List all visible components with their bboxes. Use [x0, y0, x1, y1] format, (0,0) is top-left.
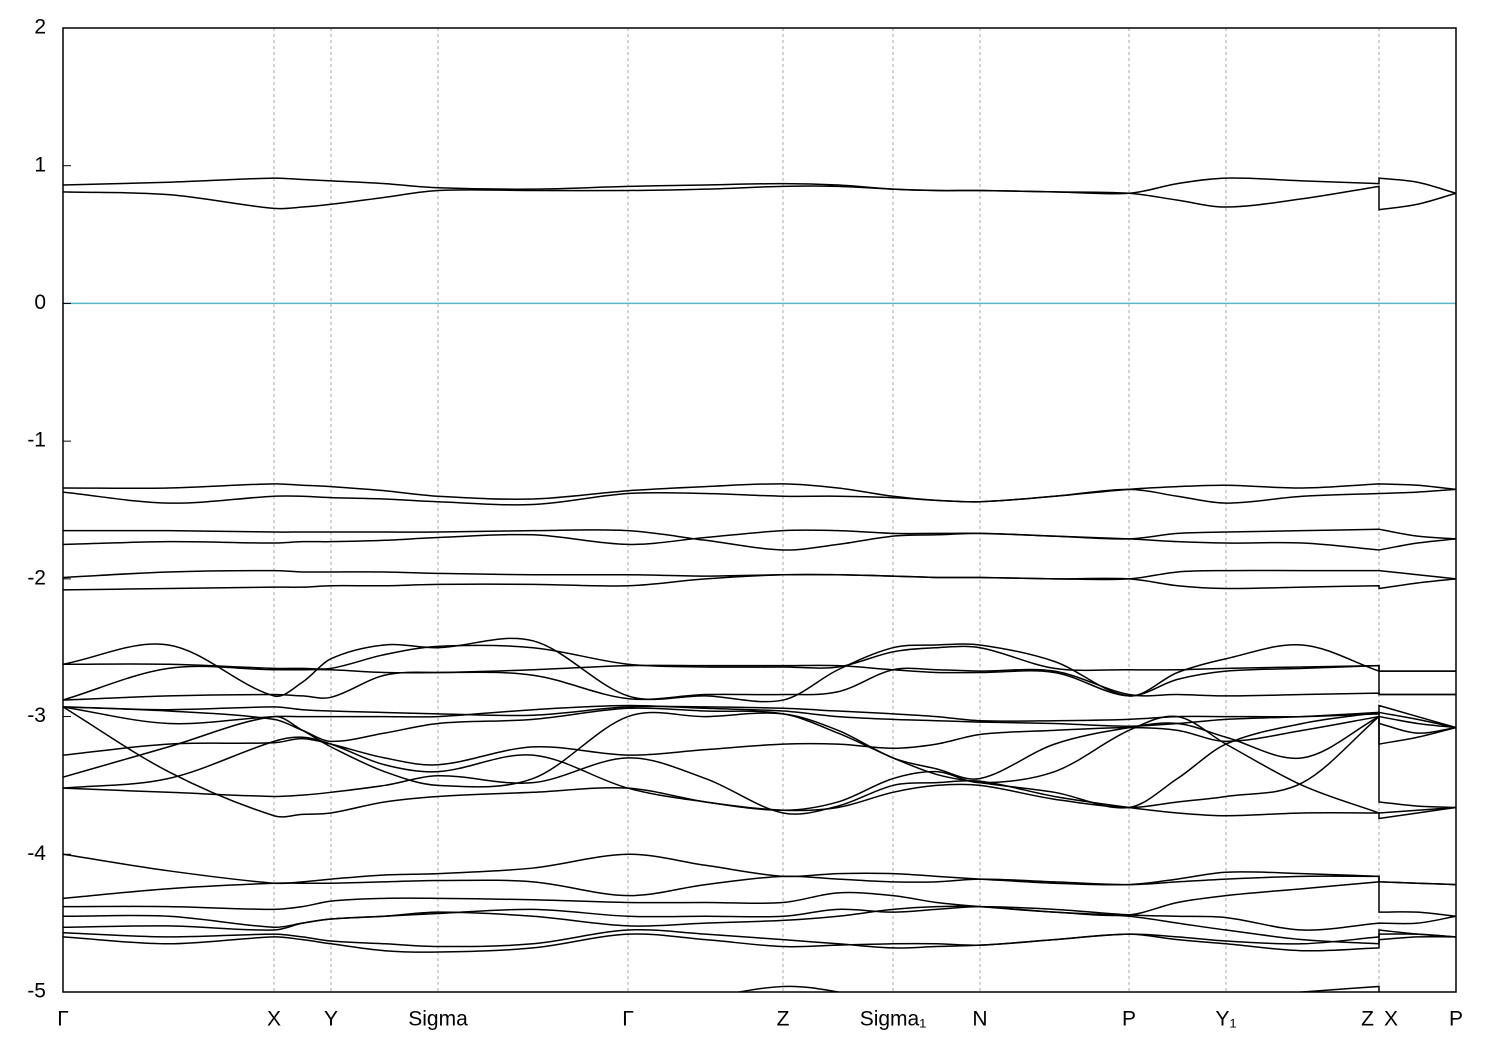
band-line [63, 928, 1456, 949]
band-line [63, 715, 1456, 766]
x-tick-label: Γ [57, 1008, 69, 1031]
x-tick-label: X [1384, 1008, 1398, 1031]
band-line [735, 985, 1380, 992]
x-tick-label: Sigma [408, 1008, 468, 1031]
x-tick-label: Z [777, 1008, 790, 1031]
band-line [63, 644, 1456, 672]
band-line [63, 664, 1456, 701]
y-tick-label: -5 [27, 980, 46, 1003]
band-line [63, 757, 1456, 820]
band-line [63, 185, 1456, 211]
x-tick-label: N [972, 1008, 987, 1031]
band-line [63, 715, 1456, 814]
band-line [63, 706, 1456, 809]
band-line [63, 528, 1456, 551]
band-line [63, 483, 1456, 503]
band-line [63, 529, 1456, 551]
plot-frame [62, 27, 1457, 993]
band-line [63, 667, 1456, 701]
x-tick-label: P [1449, 1008, 1463, 1031]
x-tick-label: Sigma₁ [860, 1008, 927, 1031]
band-line [63, 933, 1456, 953]
band-line [63, 704, 1456, 729]
y-tick-label: -2 [27, 566, 46, 589]
x-tick-label: Y [324, 1008, 338, 1031]
band-line [63, 177, 1456, 195]
band-line [63, 905, 1456, 945]
x-tick-label: X [267, 1008, 281, 1031]
x-tick-label: P [1122, 1008, 1136, 1031]
x-tick-label: Y₁ [1215, 1008, 1236, 1031]
x-tick-label: Z [1361, 1008, 1374, 1031]
band-line [63, 853, 1456, 886]
band-line [63, 881, 1456, 918]
band-line [63, 704, 1456, 729]
y-tick-label: -1 [27, 429, 46, 452]
x-tick-label: Γ [622, 1008, 634, 1031]
y-tick-label: 0 [34, 291, 46, 314]
y-tick-label: -4 [27, 842, 46, 865]
band-line [63, 488, 1456, 506]
band-line [63, 711, 1456, 788]
grid [63, 28, 1456, 992]
band-line [63, 875, 1456, 900]
band-line [63, 573, 1456, 591]
y-tick-label: 2 [34, 16, 46, 39]
y-tick-label: -3 [27, 704, 46, 727]
bands [63, 177, 1456, 992]
band-line [63, 637, 1456, 703]
y-tick-label: 1 [34, 153, 46, 176]
